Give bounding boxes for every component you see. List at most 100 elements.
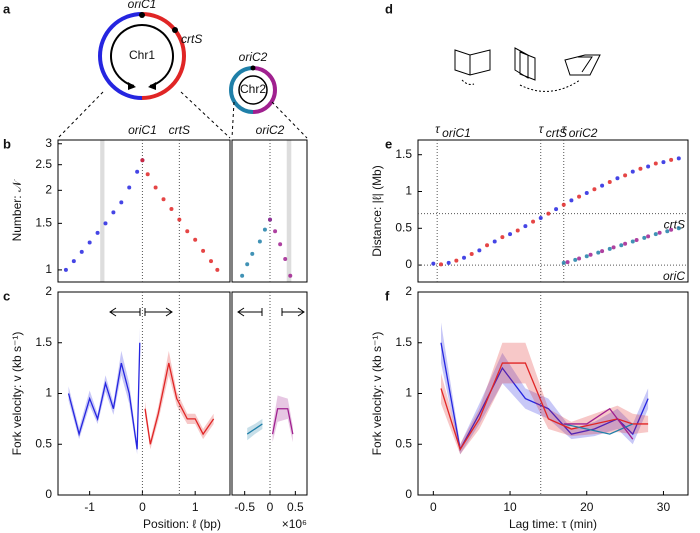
point <box>119 200 124 205</box>
reference-label: τ <box>435 122 441 136</box>
plot-frame <box>231 139 308 283</box>
y-tick-label: 0 <box>45 487 52 501</box>
reference-label: τ <box>562 122 568 136</box>
series-line <box>563 407 634 440</box>
point <box>288 273 293 278</box>
point <box>177 217 182 222</box>
point <box>283 256 288 261</box>
reference-label: oriC1 <box>128 123 157 137</box>
diagram-label: Chr1 <box>129 48 155 62</box>
chr1-replication <box>110 24 174 87</box>
panel-letter: e <box>385 136 392 151</box>
reference-sub: oriC1 <box>442 126 471 140</box>
point <box>215 267 220 272</box>
point <box>611 245 616 250</box>
point <box>209 259 214 264</box>
point <box>577 194 582 199</box>
x-tick-label: 10 <box>503 500 517 514</box>
point <box>273 229 278 234</box>
point <box>469 252 474 257</box>
point <box>477 248 482 253</box>
y-tick-label: 2 <box>45 284 52 298</box>
point <box>642 235 647 240</box>
plot-frame <box>231 291 308 496</box>
y-tick-label: 3 <box>45 136 52 150</box>
point <box>169 206 174 211</box>
point <box>546 211 551 216</box>
point <box>145 172 150 177</box>
point <box>201 248 206 253</box>
point <box>240 273 245 278</box>
y-tick-label: 0.5 <box>395 220 412 234</box>
point <box>676 226 681 231</box>
point <box>634 238 639 243</box>
point <box>584 190 589 195</box>
point <box>268 217 273 222</box>
arrowheads <box>128 82 156 90</box>
x-tick-label: 20 <box>580 500 594 514</box>
point <box>669 227 674 232</box>
y-tick-label: 0.5 <box>35 436 52 450</box>
diagram-a: a oriC1 crtS Chr1 oriC2 Chr2 <box>3 0 308 139</box>
point <box>245 262 250 267</box>
x-tick-label: 30 <box>657 500 671 514</box>
x-axis-label: Lag time: τ (min) <box>509 517 597 531</box>
point <box>619 243 624 248</box>
point <box>103 221 108 226</box>
series-line <box>144 362 215 445</box>
reference-sub: crtS <box>546 126 567 140</box>
point <box>153 185 158 190</box>
point <box>615 176 620 181</box>
point <box>439 262 444 267</box>
point <box>665 229 670 234</box>
point <box>95 230 100 235</box>
diagram-label: crtS <box>181 32 202 46</box>
series-line <box>563 423 634 435</box>
point <box>431 261 436 266</box>
point <box>485 243 490 248</box>
point <box>63 267 68 272</box>
error-band <box>441 342 649 455</box>
point <box>523 224 528 229</box>
point <box>531 219 536 224</box>
series-line <box>440 342 649 452</box>
y-axis-label: Distance: |ℓ| (Mb) <box>370 165 384 256</box>
panel-letter: d <box>385 1 393 16</box>
point <box>111 210 116 215</box>
series-line <box>271 408 294 435</box>
plot-frame <box>57 291 231 496</box>
fold-icons <box>454 47 601 92</box>
crts-dot <box>172 27 178 33</box>
point <box>446 260 451 265</box>
series-line <box>246 423 263 435</box>
x-axis-label: Position: ℓ (bp) <box>143 517 221 531</box>
point <box>584 254 589 259</box>
y-tick-label: 1.5 <box>395 335 412 349</box>
x-tick-label: -1 <box>84 500 95 514</box>
point <box>185 229 190 234</box>
y-axis-label: Fork velocity: v (kb s⁻¹) <box>370 332 384 456</box>
point <box>508 232 513 237</box>
point <box>257 239 262 244</box>
x-tick-label: 0 <box>267 500 274 514</box>
x-tick-label: 1 <box>192 500 199 514</box>
point <box>630 239 635 244</box>
y-tick-label: 1.5 <box>35 335 52 349</box>
series-line <box>440 362 649 451</box>
point <box>646 234 651 239</box>
point <box>135 169 140 174</box>
point <box>515 228 520 233</box>
point <box>569 198 574 203</box>
point <box>87 240 92 245</box>
y-tick-label: 1 <box>45 262 52 276</box>
point <box>661 160 666 165</box>
diagram-d: d <box>385 1 601 92</box>
point <box>577 256 582 261</box>
ori-dot <box>139 12 145 18</box>
ori-dot <box>250 65 256 71</box>
point <box>250 251 255 256</box>
point <box>565 260 570 265</box>
point <box>638 166 643 171</box>
y-tick-label: 1.5 <box>395 147 412 161</box>
point <box>669 157 674 162</box>
